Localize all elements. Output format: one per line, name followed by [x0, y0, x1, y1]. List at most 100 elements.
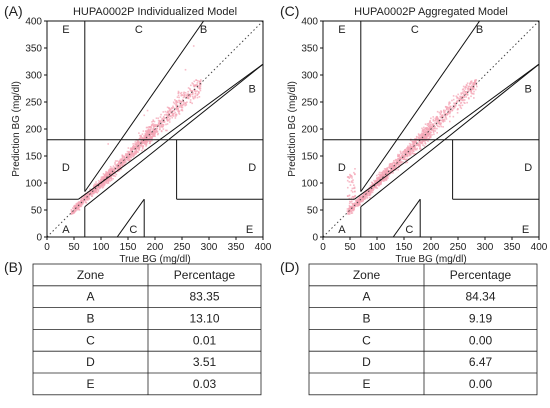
scatter-point — [161, 123, 164, 126]
scatter-point — [475, 79, 478, 81]
scatter-point — [360, 200, 363, 203]
scatter-point — [395, 163, 398, 165]
scatter-point — [76, 204, 78, 207]
x-tick-label: 400 — [255, 242, 272, 253]
scatter-point — [408, 148, 410, 150]
zone-boundary — [84, 21, 205, 192]
scatter-point — [440, 125, 443, 128]
scatter-point — [359, 198, 361, 200]
scatter-point — [189, 90, 192, 92]
scatter-point — [372, 185, 375, 187]
panel-letter: (A) — [4, 3, 23, 19]
scatter-point — [453, 105, 456, 107]
scatter-point — [367, 191, 369, 194]
scatter-point — [177, 90, 180, 93]
table-cell-percentage: 0.01 — [193, 333, 217, 347]
scatter-point — [101, 179, 103, 181]
scatter-point — [349, 209, 352, 212]
scatter-point — [441, 114, 444, 116]
scatter-point — [393, 161, 396, 164]
scatter-point — [448, 110, 450, 113]
scatter-point — [476, 85, 478, 88]
scatter-point — [385, 169, 387, 172]
scatter-point — [430, 121, 432, 124]
scatter-point — [75, 202, 78, 205]
scatter-point — [447, 106, 450, 109]
scatter-point — [113, 169, 115, 171]
scatter-point — [351, 208, 354, 210]
scatter-point — [473, 84, 475, 86]
scatter-point — [350, 210, 353, 212]
scatter-point — [422, 133, 425, 135]
scatter-point — [181, 109, 184, 112]
scatter-point — [427, 135, 430, 137]
scatter-point — [451, 99, 453, 102]
scatter-point — [131, 148, 133, 151]
scatter-point — [370, 191, 372, 193]
scatter-point — [385, 179, 388, 182]
scatter-point — [458, 97, 460, 100]
scatter-point — [401, 153, 403, 155]
scatter-point — [390, 165, 393, 168]
scatter-point — [134, 146, 136, 148]
scatter-point — [197, 86, 199, 89]
scatter-point — [409, 151, 412, 154]
scatter-point — [144, 141, 147, 143]
scatter-point — [146, 134, 148, 137]
scatter-point — [432, 131, 435, 134]
scatter-point — [378, 171, 381, 174]
scatter-point — [424, 136, 427, 138]
scatter-point — [150, 131, 153, 134]
scatter-point — [95, 181, 97, 183]
scatter-point — [135, 142, 138, 144]
scatter-point — [173, 109, 176, 112]
scatter-point — [159, 116, 162, 118]
zone-boundary — [392, 198, 421, 237]
scatter-point — [431, 124, 434, 126]
clarke-grid-panel: (C) HUPA0002P Aggregated Model A B B C C D D E E 0 5… — [280, 3, 548, 265]
scatter-point — [150, 124, 153, 127]
scatter-point — [80, 198, 82, 201]
zone-percentage-table: (D) Zone Percentage A 84.34 B 9.19 C 0.00 D 6.47 E 0… — [280, 259, 538, 396]
scatter-point — [348, 194, 351, 197]
scatter-point — [386, 171, 389, 173]
table-cell-zone: E — [362, 377, 370, 391]
scatter-point — [473, 88, 475, 90]
scatter-point — [465, 84, 468, 86]
table-cell-zone: A — [362, 290, 370, 304]
scatter-point — [377, 173, 380, 176]
scatter-point — [170, 115, 172, 117]
scatter-point — [408, 152, 410, 155]
scatter-point — [158, 125, 161, 128]
scatter-point — [353, 206, 356, 209]
scatter-point — [194, 90, 197, 93]
scatter-point — [193, 89, 196, 92]
scatter-point — [464, 86, 466, 89]
x-tick-label: 150 — [120, 242, 137, 253]
scatter-point — [124, 162, 126, 164]
scatter-point — [101, 185, 103, 187]
scatter-point — [369, 196, 371, 199]
scatter-point — [157, 132, 160, 135]
scatter-point — [174, 117, 177, 119]
scatter-point — [122, 155, 125, 158]
scatter-point — [79, 203, 82, 206]
table-cell-percentage: 6.47 — [469, 355, 493, 369]
scatter-point — [411, 148, 414, 151]
scatter-point — [391, 168, 393, 171]
scatter-point — [102, 184, 105, 186]
scatter-point — [410, 150, 413, 152]
zone-label: D — [338, 162, 346, 174]
scatter-point — [469, 82, 472, 84]
scatter-point — [133, 150, 136, 153]
scatter-point — [435, 116, 438, 119]
zone-label: B — [249, 84, 256, 96]
scatter-point — [425, 127, 428, 130]
scatter-point — [463, 93, 465, 95]
scatter-point — [191, 82, 194, 84]
scatter-point — [388, 174, 390, 177]
scatter-point — [96, 188, 98, 190]
scatter-point — [358, 202, 361, 204]
scatter-point — [397, 160, 399, 163]
scatter-point — [92, 192, 94, 195]
